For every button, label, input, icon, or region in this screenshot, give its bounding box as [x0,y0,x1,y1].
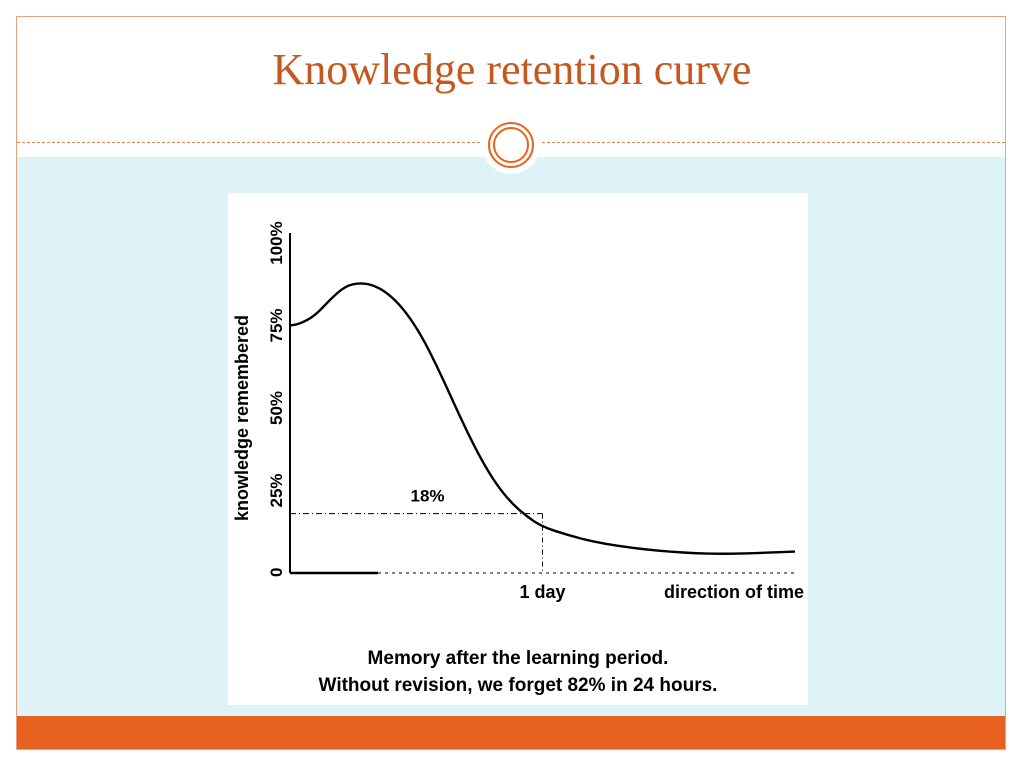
divider-ornament-icon [482,116,540,174]
chart-image: 0 25% 50% 75% 100% knowledge remembered 18% 1 … [228,193,808,705]
chart-axes [289,233,795,575]
y-tick-label: 100% [267,221,286,264]
chart-ticks: 0 25% 50% 75% 100% [267,221,286,577]
chart-caption-line-1: Memory after the learning period. [367,648,669,669]
retention-chart: 0 25% 50% 75% 100% knowledge remembered 18% 1 … [232,221,804,602]
x-axis-direction-label: direction of time [664,582,804,602]
retention-curve-line [289,282,796,555]
chart-labels: knowledge remembered 18% 1 day direction of… [232,315,804,602]
footer-bar [17,716,1005,749]
chart-guides [290,513,543,573]
x-tick-label-1-day: 1 day [519,582,565,602]
y-tick-label: 50% [267,391,286,425]
annotation-18-percent: 18% [410,487,444,506]
y-axis-label: knowledge remembered [232,315,252,521]
slide-title: Knowledge retention curve [272,45,752,94]
y-tick-label: 25% [267,473,286,507]
chart-caption-line-2: Without revision, we forget 82% in 24 ho… [318,675,718,696]
y-tick-label: 0 [267,568,286,577]
y-tick-label: 75% [267,308,286,342]
